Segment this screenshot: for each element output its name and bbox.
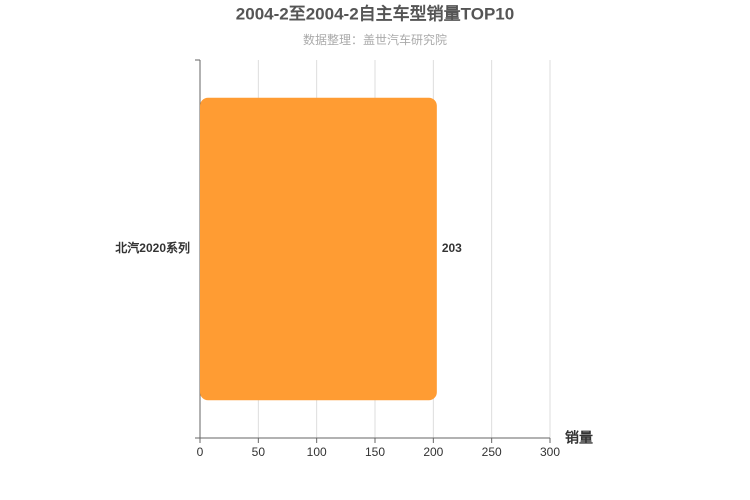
x-tick-label: 0 [197,445,204,459]
value-label: 203 [442,241,462,255]
y-tick-label: 北汽2020系列 [115,240,190,255]
x-tick-label: 100 [307,445,327,459]
x-tick-label: 50 [252,445,266,459]
x-axis-label: 销量 [565,430,593,446]
chart-subtitle: 数据整理：盖世汽车研究院 [303,32,447,47]
x-tick-label: 200 [423,445,443,459]
x-tick-label: 300 [540,445,560,459]
chart-title: 2004-2至2004-2自主车型销量TOP10 [236,3,514,23]
x-tick-label: 250 [482,445,502,459]
x-tick-label: 150 [365,445,385,459]
bar [200,97,437,401]
